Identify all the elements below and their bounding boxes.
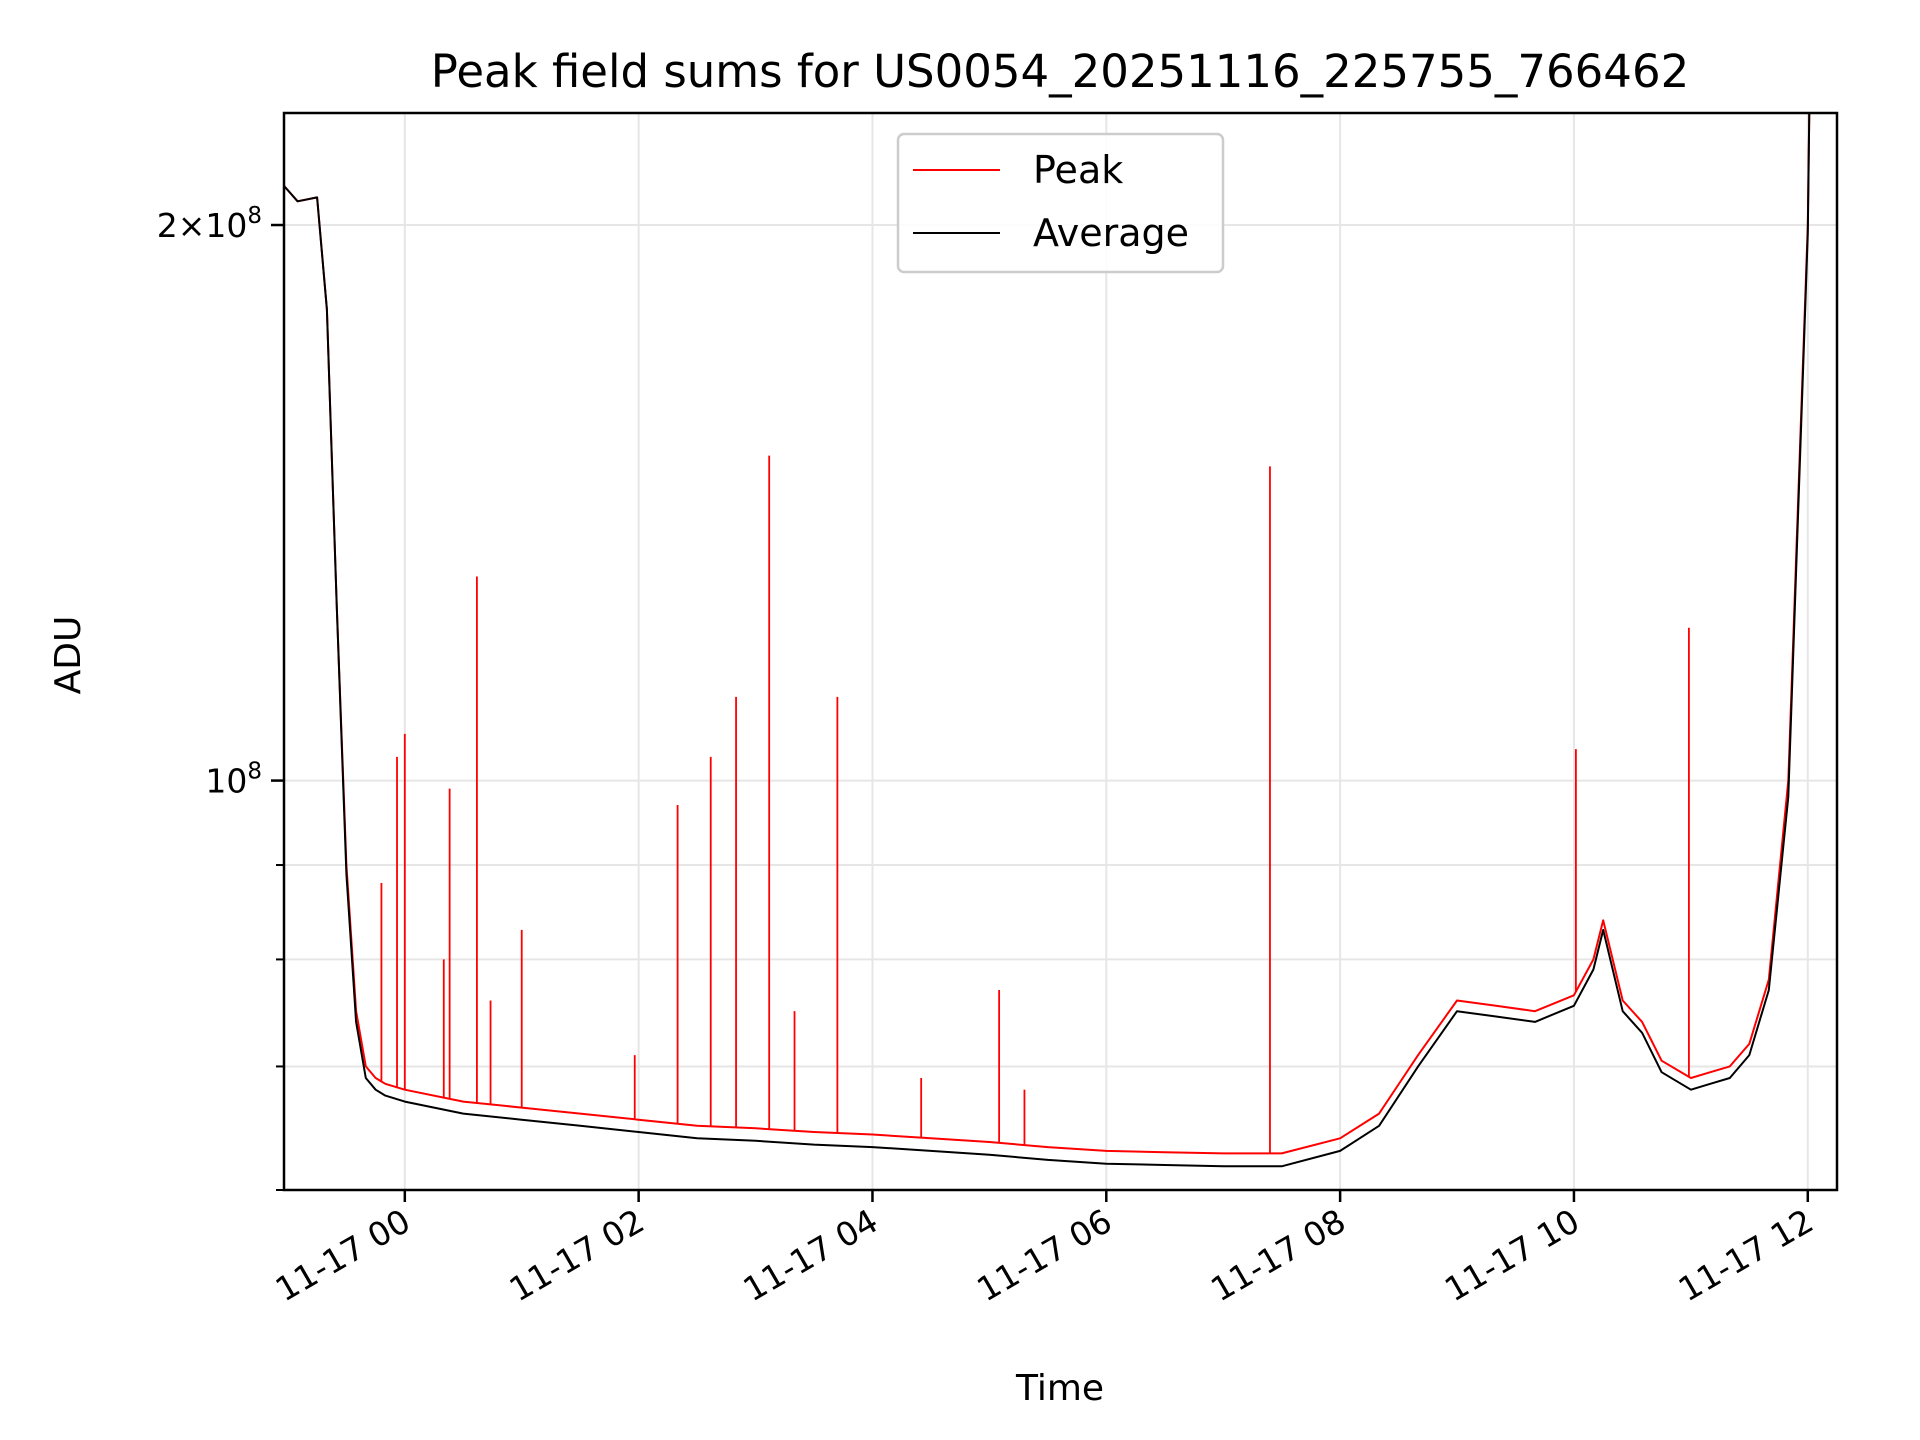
y-tick-label: 108: [205, 759, 262, 801]
y-axis-ticks: 108 2×108: [157, 203, 284, 1191]
series-layer: [284, 113, 1811, 1168]
x-tick-label: 11-17 02: [503, 1201, 651, 1309]
series-line-peak: [284, 113, 1811, 1155]
x-tick-label: 11-17 00: [269, 1201, 417, 1309]
x-tick-label: 11-17 06: [970, 1201, 1118, 1309]
y-axis-label: ADU: [48, 616, 89, 695]
x-tick-label: 11-17 10: [1438, 1201, 1586, 1309]
x-axis-ticks: 11-17 00 11-17 02 11-17 04 11-17 06 11-17 08…: [269, 1190, 1820, 1309]
x-tick-label: 11-17 12: [1672, 1201, 1820, 1309]
series-line-average: [284, 113, 1811, 1168]
x-tick-label: 11-17 08: [1204, 1201, 1352, 1309]
plot-frame: [282, 111, 1839, 1192]
x-axis-label: Time: [1015, 1368, 1104, 1409]
chart-title: Peak field sums for US0054_20251116_2257…: [431, 45, 1689, 98]
grid-lines: [284, 113, 1837, 1191]
legend-box: [896, 132, 1225, 274]
y-tick-label: 2×108: [157, 203, 262, 245]
legend: Peak Average: [896, 132, 1225, 274]
legend-label-peak: Peak: [1033, 148, 1123, 192]
x-tick-label: 11-17 04: [736, 1201, 884, 1309]
legend-label-average: Average: [1033, 211, 1189, 255]
